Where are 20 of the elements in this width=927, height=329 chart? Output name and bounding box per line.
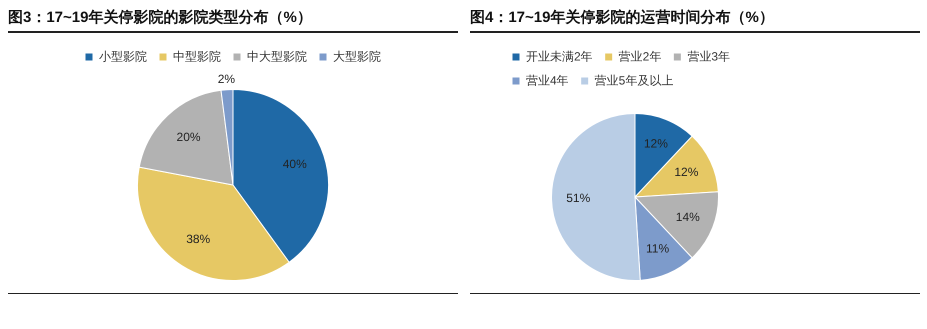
legend-label: 中型影院: [173, 49, 221, 64]
data-label: 2%: [218, 72, 236, 86]
legend-label: 营业2年: [618, 49, 662, 64]
legend-label: 中大型影院: [247, 49, 307, 64]
data-label: 12%: [644, 136, 668, 151]
legend-label: 开业未满2年: [526, 49, 593, 64]
chart-title: 图3：17~19年关停影院的影院类型分布（%）: [8, 8, 458, 33]
data-label: 20%: [176, 130, 201, 144]
chart-title: 图4：17~19年关停影院的运营时间分布（%）: [470, 8, 920, 33]
legend-label: 营业5年及以上: [594, 73, 674, 88]
data-label: 40%: [282, 157, 308, 172]
data-label: 14%: [676, 210, 700, 224]
legend-label: 小型影院: [99, 49, 147, 64]
legend-label: 大型影院: [333, 49, 381, 64]
data-label: 51%: [566, 191, 591, 206]
data-label: 38%: [186, 232, 211, 246]
legend-label: 营业3年: [687, 49, 730, 64]
data-label: 11%: [646, 241, 670, 256]
legend-label: 营业4年: [526, 73, 569, 88]
data-label: 12%: [674, 165, 699, 180]
